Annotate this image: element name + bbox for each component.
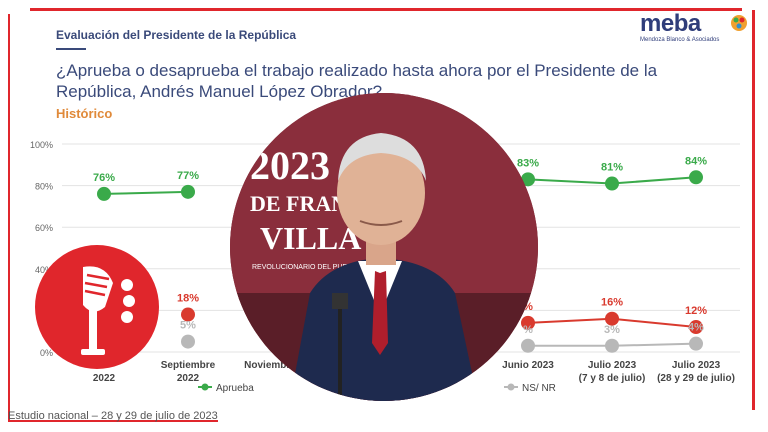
frame-left-border: [8, 14, 10, 422]
legend-swatch-dot: [507, 383, 515, 391]
frame-right-border: [752, 10, 755, 410]
data-point: [689, 320, 703, 335]
data-label: 5%: [180, 320, 196, 332]
microphone-icon: [81, 266, 135, 355]
data-point: [605, 176, 619, 191]
data-label: 12%: [685, 305, 707, 317]
section-title: Evaluación del Presidente de la Repúblic…: [56, 28, 297, 42]
x-tick-sublabel: (7 y 8 de julio): [579, 373, 646, 384]
y-tick-label: 100%: [30, 140, 53, 150]
footer-note: Estudio nacional – 28 y 29 de julio de 2…: [8, 410, 218, 422]
data-point: [689, 336, 703, 351]
x-tick-label: Septiembre: [161, 360, 216, 371]
data-point: [181, 307, 195, 322]
survey-question: ¿Aprueba o desaprueba el trabajo realiza…: [56, 61, 658, 101]
president-photo-illustration: 2023 DE FRANCISCO VILLA REVOLUCIONARIO D…: [230, 93, 538, 401]
data-point: [521, 172, 535, 187]
y-tick-label: 80%: [35, 182, 53, 192]
x-tick-label: Noviembre: [244, 360, 296, 371]
data-point: [689, 170, 703, 185]
title-underline: [56, 48, 86, 50]
x-tick-label: Julio 2023: [588, 360, 637, 371]
data-label: 18%: [177, 293, 199, 305]
backdrop-line-3: VILLA: [260, 220, 361, 256]
logo-tagline: Mendoza Blanco & Asociados: [640, 37, 720, 43]
president-photo: 2023 DE FRANCISCO VILLA REVOLUCIONARIO D…: [230, 93, 538, 401]
y-tick-label: 0%: [40, 348, 53, 358]
frame-bottom-border: [8, 420, 218, 422]
data-point: [181, 184, 195, 199]
backdrop-line-4: REVOLUCIONARIO DEL PUEBLO: [252, 264, 362, 271]
data-label: %: [523, 301, 533, 313]
meba-logo: meba Mendoza Blanco & Asociados: [640, 12, 750, 46]
x-tick-label: Junio 2023: [502, 360, 554, 371]
x-tick-label: Julio 2023: [672, 360, 721, 371]
logo-dots-icon: [731, 15, 747, 31]
microphone-badge: [35, 245, 159, 369]
x-tick-sublabel: 2022: [177, 373, 200, 384]
data-label: 81%: [601, 162, 623, 174]
legend-label: NS/ NR: [522, 383, 556, 394]
data-point: [521, 338, 535, 353]
x-tick-sublabel: (28 y 29 de julio): [657, 373, 735, 384]
y-tick-label: 60%: [35, 223, 53, 233]
data-label: 3%: [604, 324, 620, 336]
data-point: [521, 315, 535, 330]
data-label: 76%: [93, 172, 115, 184]
data-label: %: [523, 324, 533, 336]
data-label: 4%: [688, 322, 704, 334]
chart-subtitle: Histórico: [56, 106, 113, 121]
data-label: 83%: [517, 157, 539, 169]
series-line: [103, 190, 189, 195]
data-label: 84%: [685, 155, 707, 167]
data-label: 16%: [601, 297, 623, 309]
data-point: [97, 186, 111, 201]
data-label: 77%: [177, 170, 199, 182]
y-tick-label: 40%: [35, 265, 53, 275]
backdrop-year: 2023: [250, 143, 330, 188]
frame-top-border: [30, 8, 742, 11]
data-point: [605, 338, 619, 353]
data-point: [605, 311, 619, 326]
x-tick-sublabel: 2022: [93, 373, 116, 384]
legend-label: Aprueba: [216, 383, 254, 394]
logo-name: meba: [640, 10, 701, 37]
data-point: [181, 334, 195, 349]
legend-swatch-dot: [201, 383, 209, 391]
